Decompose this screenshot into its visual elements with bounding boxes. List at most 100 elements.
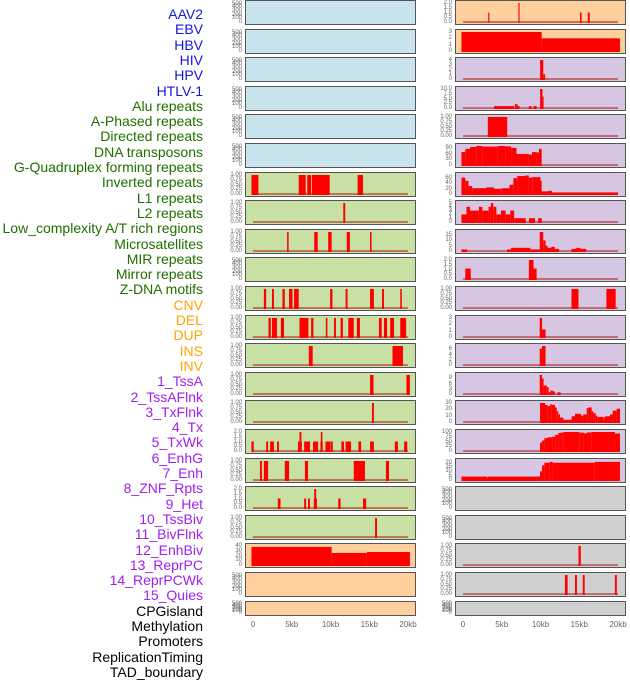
- signal-bar: [587, 12, 590, 23]
- signal-bar: [333, 318, 336, 338]
- signal-bar: [581, 415, 584, 423]
- signal-bar: [366, 552, 410, 566]
- y-tick-label: 0.25: [440, 300, 452, 307]
- right-track-panel: [455, 0, 626, 25]
- signal-bar: [536, 152, 539, 166]
- y-tick-label: 400: [441, 603, 452, 610]
- y-tick-label: 0.75: [230, 176, 242, 183]
- y-tick-label: 0.0: [233, 505, 242, 511]
- y-tick-label: 0: [448, 610, 452, 616]
- signal-bar: [528, 218, 536, 223]
- y-tick-label: 500: [231, 601, 242, 608]
- y-tick-label: 0.75: [440, 576, 452, 583]
- signal-bar: [314, 489, 317, 509]
- signal-bar: [468, 186, 473, 195]
- y-tick-label: 2: [448, 356, 452, 363]
- signal-bar: [539, 318, 543, 338]
- signal-bar: [370, 441, 374, 452]
- signal-bar: [548, 190, 553, 195]
- signal-bar: [516, 153, 529, 166]
- y-tick-label: 400: [231, 147, 242, 154]
- y-tick-label: 20: [445, 459, 452, 466]
- y-tick-label: 3: [448, 61, 452, 68]
- signal-bar: [280, 318, 284, 338]
- left-track-panel: [245, 486, 416, 511]
- signal-bar: [357, 175, 364, 195]
- signal-bar: [461, 32, 542, 52]
- signal-bar: [528, 154, 532, 166]
- y-tick-label: 0.00: [440, 133, 452, 139]
- signal-bar: [540, 60, 544, 80]
- y-tick-label: 300: [231, 151, 242, 158]
- track-label: Low_complexity A/T rich regions: [2, 220, 204, 237]
- y-tick-label: 6: [448, 346, 452, 353]
- signal-bar: [513, 178, 518, 195]
- left-track-panel: [245, 572, 416, 597]
- y-tick-label: 0: [238, 48, 242, 54]
- signal-bar: [528, 106, 532, 109]
- signal-bar: [541, 191, 549, 195]
- signal-bar: [488, 12, 490, 23]
- signal-bar: [597, 416, 604, 423]
- y-tick-label: 100: [231, 272, 242, 279]
- signal-bar: [311, 175, 330, 195]
- left-track-panel: [245, 172, 416, 197]
- baseline: [253, 421, 408, 423]
- y-tick-label: 500: [231, 57, 242, 64]
- y-tick-label: 0.25: [230, 329, 242, 336]
- y-tick-label: 0.25: [230, 414, 242, 421]
- y-tick-label: 0.50: [230, 409, 242, 416]
- y-tick-label: 400: [231, 576, 242, 583]
- y-tick-label: 30: [445, 400, 452, 406]
- signal-bar: [587, 432, 592, 452]
- y-tick-label: 0.0: [443, 105, 452, 111]
- y-tick-label: 0: [448, 534, 452, 540]
- signal-bar: [346, 232, 350, 252]
- y-tick-label: 300: [231, 604, 242, 611]
- signal-bar: [378, 318, 382, 338]
- y-tick-label: 0.0: [443, 276, 452, 282]
- y-tick-label: 0.50: [230, 352, 242, 359]
- track-label: 2_TssAFlnk: [130, 388, 203, 405]
- track-label: 13_ReprPC: [129, 556, 203, 573]
- signal-bar: [363, 498, 367, 509]
- y-tick-label: 0.00: [230, 391, 242, 397]
- y-tick-label: 40: [235, 543, 242, 550]
- signal-bar: [263, 289, 267, 309]
- signal-bar: [571, 416, 575, 423]
- signal-bar: [591, 432, 615, 452]
- signal-bar: [277, 441, 279, 452]
- y-tick-label: 500: [441, 515, 452, 522]
- left-track-panel: [245, 200, 416, 225]
- y-tick-label: 1: [448, 215, 452, 222]
- track-label: TAD_boundary: [109, 663, 203, 680]
- y-tick-label: 0.25: [230, 472, 242, 479]
- signal-bar: [494, 188, 502, 195]
- x-tick-label: 5kb: [495, 620, 509, 629]
- signal-bar: [528, 260, 534, 280]
- y-tick-label: 0: [238, 610, 242, 616]
- signal-bar: [578, 546, 581, 566]
- signal-bar: [320, 432, 323, 452]
- signal-bar: [461, 214, 467, 223]
- y-tick-label: 0.00: [230, 219, 242, 225]
- signal-bar: [550, 390, 553, 395]
- signal-bar: [251, 441, 254, 452]
- signal-bar: [313, 441, 319, 452]
- right-track-panel: [455, 458, 626, 483]
- signal-bar: [547, 406, 551, 423]
- y-tick-label: 100: [231, 44, 242, 51]
- signal-bar: [574, 413, 582, 423]
- y-tick-label: 0.75: [230, 404, 242, 411]
- y-tick-label: 1.00: [230, 458, 242, 464]
- signal-bar: [263, 461, 269, 481]
- y-tick-label: 1.00: [440, 543, 452, 549]
- signal-bar: [487, 477, 489, 481]
- y-tick-label: 0: [238, 76, 242, 82]
- track-label: 5_TxWk: [151, 434, 203, 451]
- x-tick-label: 15kb: [360, 620, 378, 629]
- y-tick-label: 0.25: [440, 557, 452, 564]
- y-tick-label: 0.00: [440, 305, 452, 311]
- y-tick-label: 0.00: [230, 477, 242, 483]
- signal-bar: [289, 289, 293, 309]
